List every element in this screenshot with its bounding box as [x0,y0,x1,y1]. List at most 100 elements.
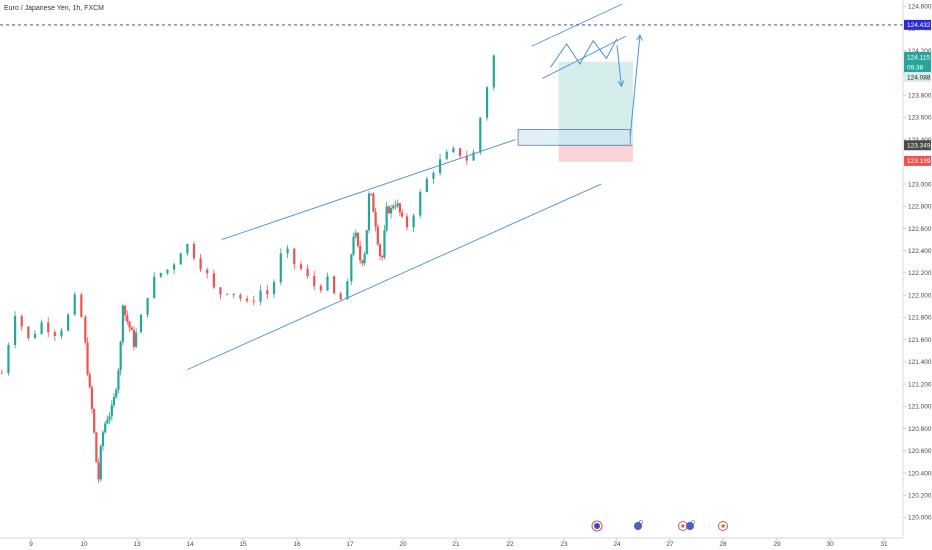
candle-body [108,416,111,420]
y-tick: 122.000 [903,292,932,299]
candle-body [299,264,303,269]
x-tick: 30 [826,538,834,548]
x-tick: 29 [773,538,781,548]
x-tick-label: 28 [719,541,727,548]
candle-body [166,269,169,274]
candle-body [319,286,322,291]
y-tick: 124.200 [903,48,932,55]
candle-body [412,215,415,228]
y-tick-label: 121.200 [908,381,932,388]
candle-body [374,211,377,227]
arrow-down [616,45,622,87]
candle-body [126,315,129,322]
candle-body [352,236,355,255]
x-tick-label: 29 [773,541,781,548]
candle-body [333,276,336,294]
x-tick: 27 [666,538,674,548]
bid-price-tag-label: 124.088 [907,74,931,81]
candle-body [104,423,107,433]
x-axis[interactable]: 9 10 13 14 15 16 17 20 21 22 23 24 27 28 29 30 31 [29,538,888,548]
candle-body [389,208,393,214]
x-tick: 24 [613,538,621,548]
candle-body [370,193,373,195]
candle-body [306,268,309,276]
candle-body [226,293,229,295]
candle-body [27,326,30,339]
y-tick-label: 120.800 [908,426,932,433]
entry-box [517,129,631,146]
candle-body [73,294,76,315]
candle-body [99,446,102,480]
bid-price-tag-bg [904,72,931,82]
y-tick: 123.800 [903,92,932,99]
chart-title: Euro / Japanese Yen, 1h, FXCM [4,5,104,12]
last-price-tag-bg [904,52,931,62]
y-tick: 122.600 [903,226,932,233]
event-markers [591,520,728,532]
event-icon-1[interactable] [591,520,603,532]
x-tick-label: 9 [29,541,33,548]
entry-price-tag-bg [904,140,931,151]
x-tick-label: 30 [826,541,834,548]
candle-body [132,330,136,347]
x-tick-label: 10 [80,541,88,548]
event-icon-3[interactable] [678,520,695,531]
stop-zone [558,145,633,162]
candle-body [7,344,10,374]
candle-body [128,321,131,328]
candles [0,54,495,484]
x-tick: 31 [880,538,888,548]
x-tick-label: 14 [186,541,194,548]
candle-body [266,290,269,295]
y-tick: 121.600 [903,337,932,344]
candle-body [86,342,89,375]
y-tick: 121.200 [903,381,932,388]
y-tick: 122.200 [903,270,932,277]
event-icon-4[interactable] [718,521,728,531]
y-tick-label: 120.200 [908,493,932,500]
y-tick: 123.600 [903,115,932,122]
candle-body [472,152,475,161]
candle-body [485,87,489,118]
x-tick-label: 24 [613,541,621,548]
candle-body [47,322,50,333]
countdown-tag-label: 09:38 [907,64,924,71]
y-tick-label: 122.600 [908,226,932,233]
candle-body [383,230,386,258]
candle-body [93,408,96,433]
x-tick-label: 22 [506,541,514,548]
candle-body [153,276,156,298]
candle-body [186,243,189,254]
candle-body [286,248,289,254]
y-tick: 124.600 [903,4,932,11]
stop-price-tag-label: 123.199 [907,158,931,165]
candle-body [110,405,113,417]
candle-body [53,332,56,337]
candle-body [97,462,100,480]
x-tick: 20 [399,538,407,548]
candle-body [232,293,235,296]
x-tick: 10 [80,538,88,548]
entry-price-tag-label: 123.349 [907,143,931,150]
y-tick: 121.000 [903,404,932,411]
arrow-down-head [617,80,625,88]
candle-body [106,419,109,424]
x-tick-label: 16 [293,541,301,548]
price-tags: 124.432 124.115 09:38 124.088 123.349 123.199 [904,19,931,166]
candle-body [465,156,468,161]
candle-body [135,332,138,347]
candle-body [401,212,404,217]
y-tick: 120.200 [903,493,932,500]
x-tick-label: 23 [560,541,568,548]
x-tick: 16 [293,538,301,548]
candle-body [239,295,242,299]
candle-body [479,117,482,153]
stop-price-tag-bg [904,155,931,166]
candle-body [119,341,122,371]
y-tick: 120.600 [903,448,932,455]
event-icon-2[interactable] [634,520,643,531]
y-tick-label: 121.400 [908,359,932,366]
candle-body [245,298,249,301]
x-tick-label: 17 [346,541,354,548]
